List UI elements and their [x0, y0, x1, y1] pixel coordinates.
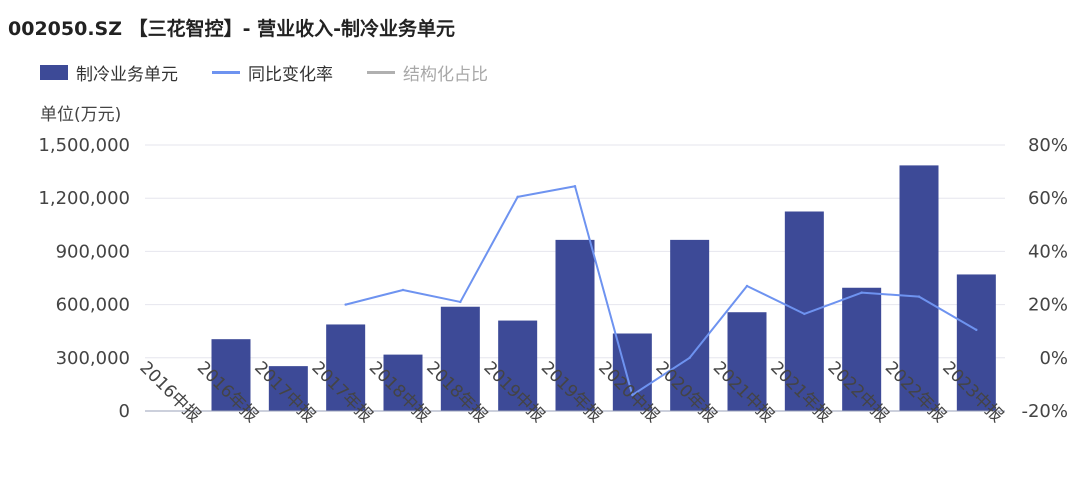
y-left-tick-label: 900,000 [56, 241, 130, 262]
bar [498, 320, 538, 411]
line-point [401, 288, 405, 292]
y-right-tick-label: 80% [1028, 135, 1068, 156]
line-point [917, 295, 921, 298]
legend-label-share: 结构化占比 [403, 65, 488, 85]
legend-item-bar[interactable]: 制冷业务单元 [40, 60, 178, 85]
bar [784, 211, 824, 411]
legend-item-line[interactable]: 同比变化率 [212, 60, 333, 85]
line-series [345, 185, 977, 397]
bar [956, 274, 996, 411]
y-right-tick-label: 20% [1028, 295, 1068, 316]
y-left-tick-label: 300,000 [56, 348, 130, 369]
bar [326, 324, 366, 411]
line-point [860, 291, 863, 294]
x-tick-label: 2016中报 [135, 358, 204, 427]
y-right-tick-label: 0% [1039, 348, 1068, 369]
legend-swatch-bar [40, 65, 68, 80]
legend-label-bar: 制冷业务单元 [76, 65, 178, 85]
line-point [688, 356, 691, 359]
y-left-tick-label: 0 [119, 401, 130, 422]
bar [842, 287, 882, 411]
y-right-tick-label: 40% [1028, 241, 1068, 262]
legend-swatch-line [212, 71, 240, 74]
line-point [975, 328, 978, 332]
y-axis-unit: 单位(万元) [40, 105, 122, 125]
bar [440, 306, 480, 411]
legend: 制冷业务单元 同比变化率 结构化占比 [40, 60, 522, 85]
y-right-tick-label: -20% [1021, 401, 1068, 422]
line-point [745, 284, 749, 288]
bar [555, 239, 595, 411]
line-point [459, 300, 462, 304]
line-point [631, 393, 634, 397]
y-left-tick-label: 600,000 [56, 295, 130, 316]
line-point [573, 185, 577, 188]
bar [211, 339, 251, 411]
line-point [344, 303, 347, 306]
bar [268, 366, 308, 411]
y-left-tick-label: 1,500,000 [38, 135, 130, 156]
line-point [516, 195, 519, 199]
legend-swatch-share [367, 71, 395, 74]
legend-item-share[interactable]: 结构化占比 [367, 60, 488, 85]
chart-title: 002050.SZ 【三花智控】- 营业收入-制冷业务单元 [8, 18, 456, 40]
line-point [803, 312, 806, 316]
bar [727, 312, 767, 411]
y-right-tick-label: 60% [1028, 188, 1068, 209]
bar [670, 239, 710, 411]
legend-label-line: 同比变化率 [248, 65, 333, 85]
y-left-tick-label: 1,200,000 [38, 188, 130, 209]
bar [899, 165, 939, 411]
bar [383, 354, 423, 411]
